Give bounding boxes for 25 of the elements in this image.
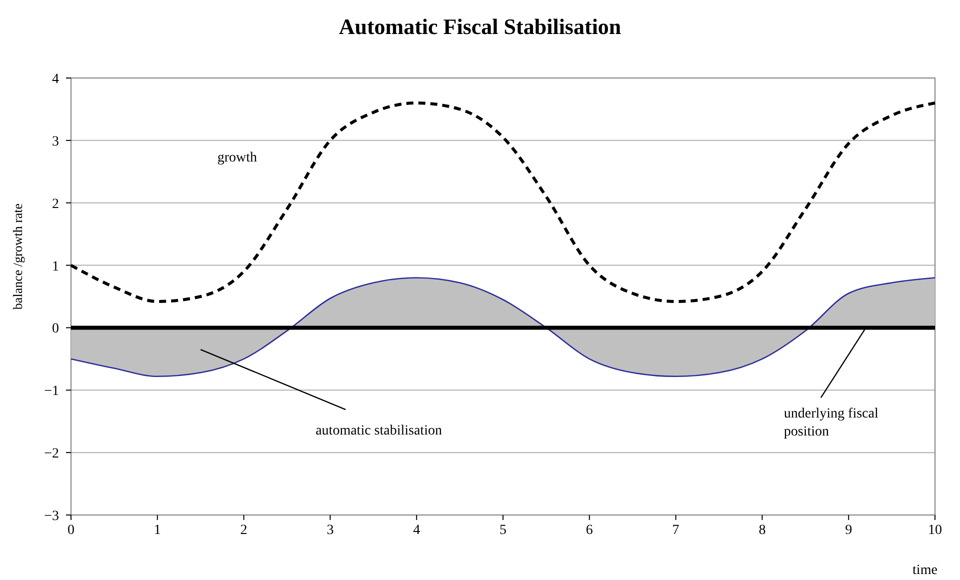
x-tick-label: 9 xyxy=(845,523,852,538)
x-tick-label: 3 xyxy=(326,523,334,538)
y-tick-label: 0 xyxy=(52,322,59,337)
x-tick-label: 4 xyxy=(413,523,420,538)
x-tick-label: 10 xyxy=(928,523,942,538)
y-tick-label: −3 xyxy=(44,509,59,524)
x-axis-title: time xyxy=(912,563,938,578)
text: growth xyxy=(217,150,258,166)
x-tick-label: 1 xyxy=(154,523,161,538)
y-tick-label: 2 xyxy=(52,196,59,212)
y-tick-label: −2 xyxy=(44,446,59,462)
x-tick-label: 8 xyxy=(758,523,766,538)
y-axis-title: balance /growth rate xyxy=(10,203,25,310)
y-tick-label: 3 xyxy=(52,134,59,150)
x-tick-label: 6 xyxy=(586,523,593,538)
y-tick-label: 1 xyxy=(52,259,59,274)
x-tick-label: 5 xyxy=(500,523,506,538)
x-tick-label: 2 xyxy=(240,523,248,538)
annotation: underlying fiscal position xyxy=(784,406,878,440)
y-tick-label: −1 xyxy=(44,384,59,400)
annotation: automatic stabilisation xyxy=(316,424,442,439)
y-tick-label: 4 xyxy=(52,72,59,87)
x-tick-label: 0 xyxy=(68,523,74,538)
chart-title: Automatic Fiscal Stabilisation xyxy=(338,14,622,39)
x-tick-label: 7 xyxy=(672,523,680,538)
